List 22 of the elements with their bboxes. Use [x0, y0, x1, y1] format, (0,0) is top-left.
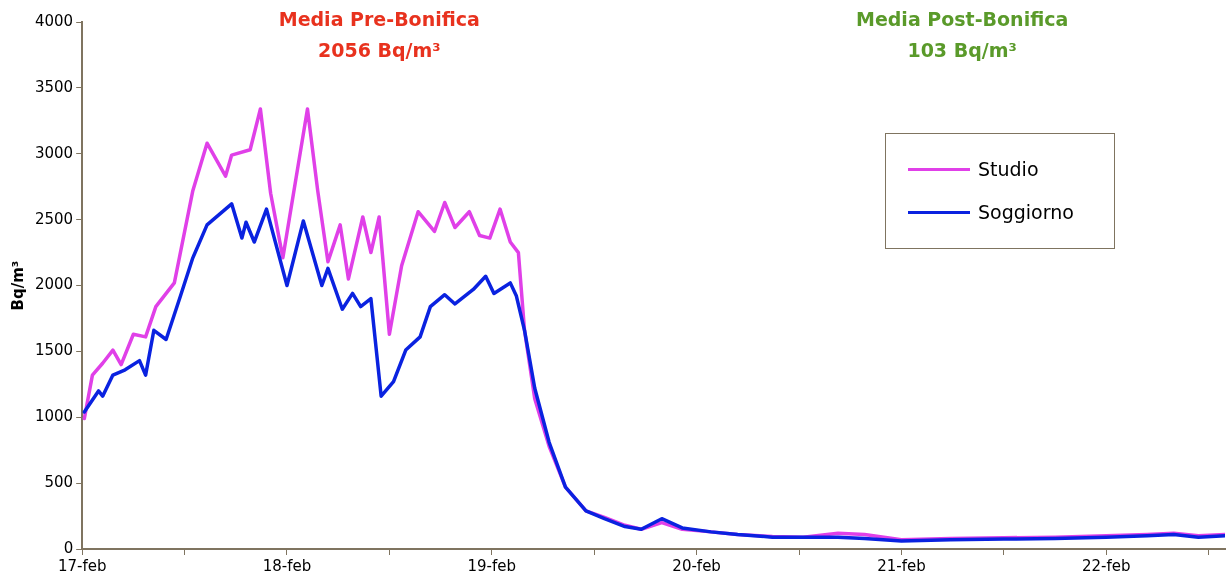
legend-label: Soggiorno — [978, 201, 1074, 224]
y-tick-label: 1500 — [34, 341, 74, 360]
annotation: Media Pre-Bonifica — [278, 7, 480, 32]
x-tick-label: 21-feb — [877, 556, 926, 575]
y-tick-label: 0 — [63, 538, 74, 557]
x-tick-label: 20-feb — [672, 556, 721, 575]
y-axis-title: Bq/m³ — [8, 260, 27, 311]
y-tick-label: 4000 — [34, 11, 74, 30]
legend-label: Studio — [978, 158, 1039, 181]
y-tick-label: 1000 — [34, 407, 74, 426]
annotation: 103 Bq/m³ — [907, 38, 1017, 63]
y-tick-label: 3000 — [34, 143, 74, 162]
annotation: Media Post-Bonifica — [855, 7, 1069, 32]
y-tick-label: 2000 — [34, 275, 74, 294]
x-tick-label: 19-feb — [467, 556, 517, 575]
y-tick-label: 500 — [44, 473, 74, 492]
y-tick-label: 2500 — [34, 209, 74, 228]
y-tick-label: 3500 — [34, 77, 74, 96]
x-tick-label: 17-feb — [57, 556, 107, 575]
x-tick-label: 18-feb — [262, 556, 312, 575]
annotation: 2056 Bq/m³ — [317, 38, 441, 63]
x-tick-label: 22-feb — [1081, 556, 1131, 575]
